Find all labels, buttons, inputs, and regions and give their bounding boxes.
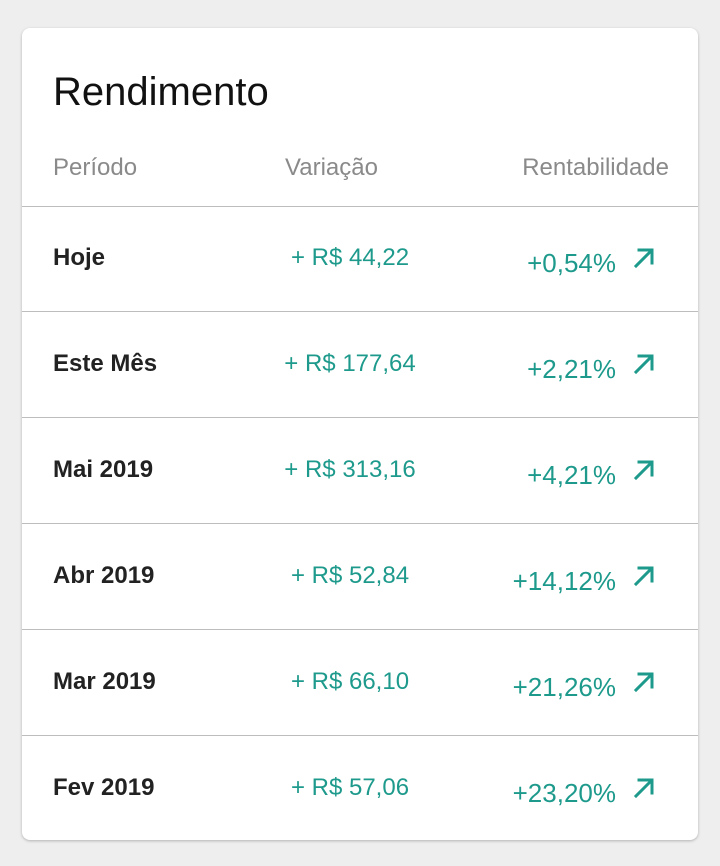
row-variation: + R$ 177,64 [284, 350, 416, 377]
yield-card: Rendimento Período Variação Rentabilidad… [22, 28, 698, 840]
table-row[interactable]: Mar 2019 + R$ 66,10 +21,26% [22, 630, 698, 736]
row-variation: + R$ 313,16 [284, 456, 416, 483]
row-profitability: +0,54% [527, 248, 616, 278]
row-variation: + R$ 44,22 [290, 244, 410, 271]
row-period: Mar 2019 [53, 668, 156, 695]
row-profitability: +23,20% [512, 778, 616, 808]
table-row[interactable]: Fev 2019 + R$ 57,06 +23,20% [22, 736, 698, 840]
row-profitability: +14,12% [512, 566, 616, 596]
row-variation: + R$ 57,06 [290, 774, 410, 801]
row-period: Fev 2019 [53, 774, 155, 801]
trending-up-arrow-icon [633, 460, 654, 481]
trending-up-arrow-icon [633, 354, 654, 375]
table-row[interactable]: Este Mês + R$ 177,64 +2,21% [22, 312, 698, 418]
trending-up-arrow-icon [633, 248, 654, 269]
row-variation: + R$ 52,84 [290, 562, 410, 589]
row-profitability: +21,26% [512, 672, 616, 702]
trending-up-arrow-icon [633, 566, 654, 587]
table-header: Período Variação Rentabilidade [22, 150, 698, 207]
row-period: Mai 2019 [53, 456, 154, 483]
table-row[interactable]: Abr 2019 + R$ 52,84 +14,12% [22, 524, 698, 630]
header-profitability: Rentabilidade [522, 154, 669, 181]
trending-up-arrow-icon [633, 672, 654, 693]
trending-up-arrow-icon [633, 778, 654, 799]
table-row[interactable]: Mai 2019 + R$ 313,16 +4,21% [22, 418, 698, 524]
header-variation: Variação [285, 154, 378, 181]
header-period: Período [53, 154, 138, 181]
row-period: Hoje [53, 244, 106, 271]
card-title: Rendimento [53, 70, 269, 114]
table-row[interactable]: Hoje + R$ 44,22 +0,54% [22, 206, 698, 312]
row-variation: + R$ 66,10 [290, 668, 410, 695]
row-profitability: +4,21% [527, 460, 616, 490]
row-profitability: +2,21% [527, 354, 616, 384]
row-period: Abr 2019 [53, 562, 155, 589]
row-period: Este Mês [53, 350, 158, 377]
yield-table-body: Hoje + R$ 44,22 +0,54% Este Mês + R$ 177… [22, 206, 698, 840]
